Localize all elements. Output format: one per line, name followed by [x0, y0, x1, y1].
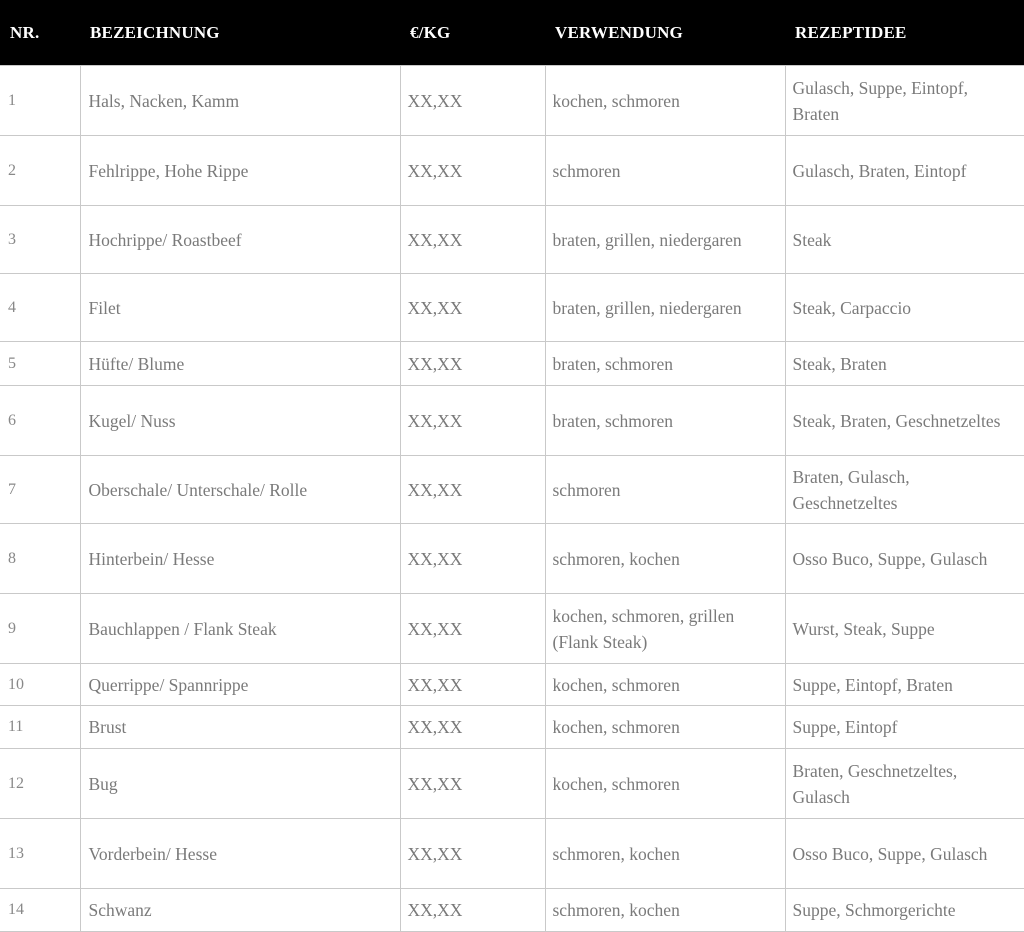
cell-nr: 8	[0, 523, 81, 594]
cell-verwendung: kochen, schmoren	[544, 705, 786, 749]
table-row: 11 Brust XX,XX kochen, schmoren Suppe, Einto…	[0, 705, 1024, 749]
cell-bezeichnung: Hochrippe/ Roastbeef	[79, 205, 401, 274]
cell-bezeichnung: Brust	[79, 705, 401, 749]
cell-verwendung: braten, grillen, niedergaren	[544, 273, 786, 342]
cell-verwendung: kochen, schmoren, grillen (Flank Steak)	[544, 593, 786, 664]
header-row: NR. BEZEICHNUNG €/KG VERWENDUNG REZEPTID…	[0, 0, 1024, 66]
cell-rezeptidee: Steak, Carpaccio	[784, 273, 1024, 342]
cell-nr: 2	[0, 135, 81, 206]
cell-price: XX,XX	[399, 341, 546, 386]
table-header: NR. BEZEICHNUNG €/KG VERWENDUNG REZEPTID…	[0, 0, 1024, 66]
cell-rezeptidee: Suppe, Eintopf, Braten	[784, 663, 1024, 706]
cell-bezeichnung: Oberschale/ Unterschale/ Rolle	[79, 455, 401, 524]
header-bezeichnung: BEZEICHNUNG	[80, 0, 400, 66]
cell-nr: 6	[0, 385, 81, 456]
cell-nr: 4	[0, 273, 81, 342]
cell-nr: 12	[0, 748, 81, 819]
cell-price: XX,XX	[399, 205, 546, 274]
table-row: 6 Kugel/ Nuss XX,XX braten, schmoren Steak, …	[0, 385, 1024, 456]
cell-rezeptidee: Wurst, Steak, Suppe	[784, 593, 1024, 664]
cell-verwendung: schmoren, kochen	[544, 888, 786, 932]
cell-price: XX,XX	[399, 273, 546, 342]
cell-bezeichnung: Hinterbein/ Hesse	[79, 523, 401, 594]
cell-bezeichnung: Filet	[79, 273, 401, 342]
cell-price: XX,XX	[399, 65, 546, 136]
table-row: 2 Fehlrippe, Hohe Rippe XX,XX schmoren Gulas…	[0, 135, 1024, 206]
cell-bezeichnung: Hals, Nacken, Kamm	[79, 65, 401, 136]
cell-rezeptidee: Gulasch, Suppe, Eintopf, Braten	[784, 65, 1024, 136]
cell-nr: 3	[0, 205, 81, 274]
cell-verwendung: kochen, schmoren	[544, 663, 786, 706]
cell-price: XX,XX	[399, 135, 546, 206]
cell-bezeichnung: Hüfte/ Blume	[79, 341, 401, 386]
cell-verwendung: braten, grillen, niedergaren	[544, 205, 786, 274]
cell-bezeichnung: Querrippe/ Spannrippe	[79, 663, 401, 706]
header-rezeptidee: REZEPTIDEE	[785, 0, 1024, 66]
table-row: 14 Schwanz XX,XX schmoren, kochen Suppe, Sch…	[0, 888, 1024, 932]
cell-nr: 9	[0, 593, 81, 664]
cell-rezeptidee: Steak	[784, 205, 1024, 274]
table-row: 5 Hüfte/ Blume XX,XX braten, schmoren Steak,…	[0, 341, 1024, 386]
table-row: 12 Bug XX,XX kochen, schmoren Braten, Geschn…	[0, 748, 1024, 819]
header-price-per-kg: €/KG	[400, 0, 545, 66]
cell-price: XX,XX	[399, 748, 546, 819]
cell-verwendung: schmoren, kochen	[544, 523, 786, 594]
cell-rezeptidee: Osso Buco, Suppe, Gulasch	[784, 523, 1024, 594]
cell-verwendung: braten, schmoren	[544, 341, 786, 386]
table-body: 1 Hals, Nacken, Kamm XX,XX kochen, schmoren…	[0, 65, 1024, 932]
cell-verwendung: schmoren	[544, 135, 786, 206]
table-row: 13 Vorderbein/ Hesse XX,XX schmoren, kochen…	[0, 818, 1024, 889]
cell-rezeptidee: Steak, Braten, Geschnetzeltes	[784, 385, 1024, 456]
cell-price: XX,XX	[399, 705, 546, 749]
table-row: 4 Filet XX,XX braten, grillen, niedergaren S…	[0, 273, 1024, 342]
cell-verwendung: schmoren	[544, 455, 786, 524]
cell-price: XX,XX	[399, 663, 546, 706]
cell-bezeichnung: Schwanz	[79, 888, 401, 932]
cell-rezeptidee: Braten, Geschnetzeltes, Gulasch	[784, 748, 1024, 819]
cell-verwendung: kochen, schmoren	[544, 748, 786, 819]
cell-nr: 13	[0, 818, 81, 889]
table-row: 3 Hochrippe/ Roastbeef XX,XX braten, grille…	[0, 205, 1024, 274]
table-row: 8 Hinterbein/ Hesse XX,XX schmoren, kochen O…	[0, 523, 1024, 594]
cell-bezeichnung: Kugel/ Nuss	[79, 385, 401, 456]
header-verwendung: VERWENDUNG	[545, 0, 785, 66]
cell-nr: 10	[0, 663, 81, 706]
table-row: 10 Querrippe/ Spannrippe XX,XX kochen, schm…	[0, 663, 1024, 706]
table-row: 1 Hals, Nacken, Kamm XX,XX kochen, schmoren…	[0, 65, 1024, 136]
cell-price: XX,XX	[399, 888, 546, 932]
cell-rezeptidee: Braten, Gulasch, Geschnetzeltes	[784, 455, 1024, 524]
cell-bezeichnung: Bauchlappen / Flank Steak	[79, 593, 401, 664]
cell-nr: 14	[0, 888, 81, 932]
header-nr: NR.	[0, 0, 80, 66]
cell-verwendung: kochen, schmoren	[544, 65, 786, 136]
cell-nr: 5	[0, 341, 81, 386]
table-row: 9 Bauchlappen / Flank Steak XX,XX kochen, s…	[0, 593, 1024, 664]
cell-verwendung: schmoren, kochen	[544, 818, 786, 889]
cell-price: XX,XX	[399, 818, 546, 889]
cell-bezeichnung: Bug	[79, 748, 401, 819]
cell-rezeptidee: Gulasch, Braten, Eintopf	[784, 135, 1024, 206]
cell-rezeptidee: Suppe, Schmorgerichte	[784, 888, 1024, 932]
cell-nr: 1	[0, 65, 81, 136]
cell-verwendung: braten, schmoren	[544, 385, 786, 456]
cell-rezeptidee: Steak, Braten	[784, 341, 1024, 386]
cell-price: XX,XX	[399, 593, 546, 664]
cell-bezeichnung: Fehlrippe, Hohe Rippe	[79, 135, 401, 206]
cell-bezeichnung: Vorderbein/ Hesse	[79, 818, 401, 889]
cell-price: XX,XX	[399, 523, 546, 594]
cell-price: XX,XX	[399, 385, 546, 456]
cell-rezeptidee: Suppe, Eintopf	[784, 705, 1024, 749]
cell-rezeptidee: Osso Buco, Suppe, Gulasch	[784, 818, 1024, 889]
table-row: 7 Oberschale/ Unterschale/ Rolle XX,XX schm…	[0, 455, 1024, 524]
cell-nr: 11	[0, 705, 81, 749]
cell-price: XX,XX	[399, 455, 546, 524]
cell-nr: 7	[0, 455, 81, 524]
